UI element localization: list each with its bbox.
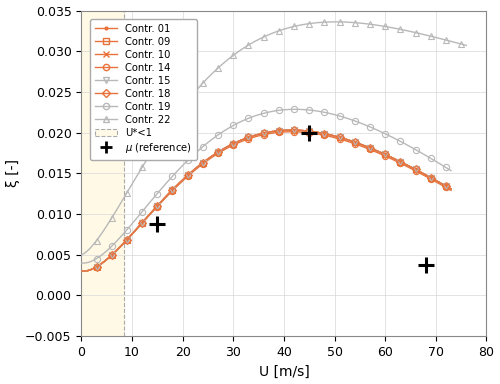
Bar bbox=[82, 10, 124, 336]
Y-axis label: ξ [-]: ξ [-] bbox=[6, 159, 20, 187]
X-axis label: U [m/s]: U [m/s] bbox=[258, 364, 310, 379]
Legend: Contr. 01, Contr. 09, Contr. 10, Contr. 14, Contr. 15, Contr. 18, Contr. 19, Con: Contr. 01, Contr. 09, Contr. 10, Contr. … bbox=[90, 19, 197, 160]
